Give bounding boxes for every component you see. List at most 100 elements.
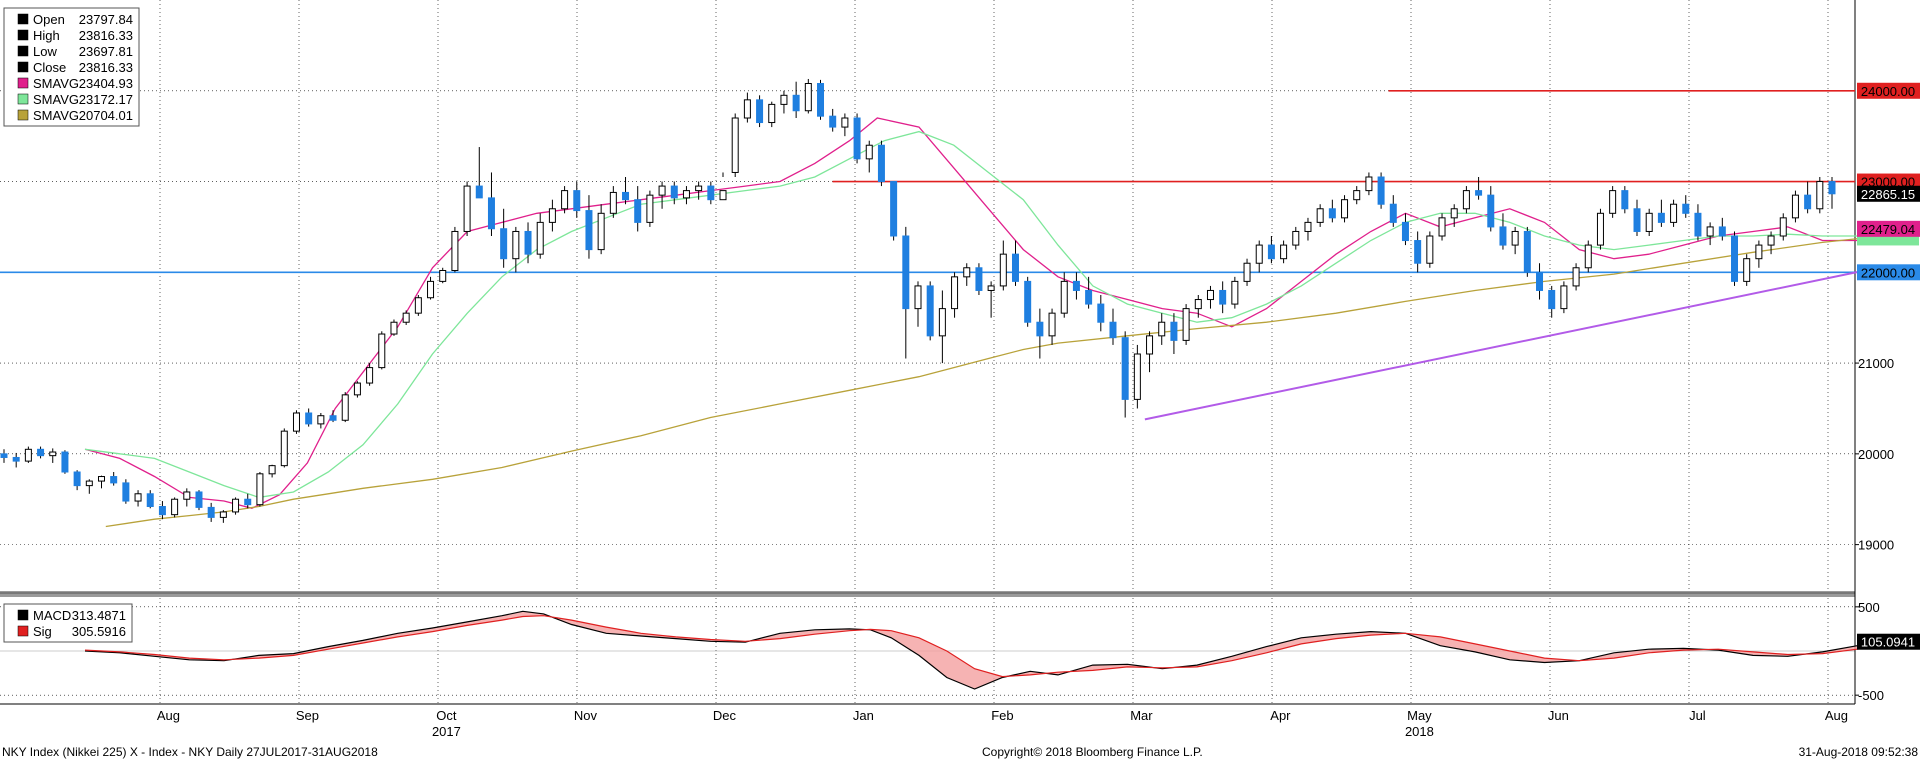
candle-body bbox=[1365, 176, 1373, 192]
candle-body bbox=[1109, 321, 1117, 339]
candle-body bbox=[1670, 203, 1678, 223]
candle-body bbox=[1767, 235, 1775, 246]
candle-body bbox=[756, 99, 764, 124]
candle-body bbox=[622, 191, 630, 201]
candle-body bbox=[817, 83, 825, 117]
x-month-label: Nov bbox=[574, 708, 598, 723]
candle-body bbox=[646, 194, 654, 223]
candle-body bbox=[1011, 253, 1019, 282]
candle-body bbox=[0, 453, 8, 458]
candle-body bbox=[1755, 244, 1763, 260]
macd-price-tag-text: 105.0941 bbox=[1861, 635, 1915, 650]
candle-body bbox=[938, 308, 946, 337]
legend-value: 20704.01 bbox=[79, 108, 133, 123]
candle-body bbox=[366, 367, 374, 384]
x-month-label: Jan bbox=[853, 708, 874, 723]
candle-body bbox=[341, 394, 349, 421]
macd-line bbox=[84, 610, 1879, 690]
candle-body bbox=[1499, 226, 1507, 246]
candle-body bbox=[536, 221, 544, 255]
legend-value: 23816.33 bbox=[79, 60, 133, 75]
candle-body bbox=[1645, 212, 1653, 232]
price-tag-text: 22479.04 bbox=[1861, 222, 1915, 237]
price-tag-text: 22865.15 bbox=[1861, 187, 1915, 202]
candle-body bbox=[1036, 321, 1044, 337]
candle-body bbox=[573, 190, 581, 212]
candle-body bbox=[378, 333, 386, 369]
candle-body bbox=[122, 482, 130, 502]
candle-body bbox=[1548, 289, 1556, 310]
candle-body bbox=[634, 199, 642, 223]
candle-body bbox=[158, 505, 166, 516]
x-month-label: Aug bbox=[1825, 708, 1848, 723]
candle-body bbox=[1024, 280, 1032, 323]
candle-body bbox=[37, 448, 45, 457]
candle-body bbox=[219, 511, 227, 518]
x-month-label: Jul bbox=[1689, 708, 1706, 723]
candle-body bbox=[670, 185, 678, 199]
macd-tick-label: 500 bbox=[1858, 600, 1880, 615]
candle-body bbox=[268, 465, 276, 475]
price-tag bbox=[1857, 264, 1920, 281]
candle-body bbox=[1450, 208, 1458, 219]
candle-body bbox=[1377, 176, 1385, 205]
candle-body bbox=[963, 267, 971, 278]
candle-body bbox=[1085, 289, 1093, 305]
candle-body bbox=[61, 451, 69, 473]
candle-body bbox=[292, 412, 300, 432]
legend-swatch bbox=[17, 13, 29, 25]
candle-body bbox=[1657, 212, 1665, 223]
candle-body bbox=[890, 181, 898, 237]
candle-body bbox=[24, 448, 32, 462]
legend-label: High bbox=[33, 28, 60, 43]
legend-swatch bbox=[17, 45, 29, 57]
legend-label: SMAVG bbox=[33, 108, 79, 123]
y-tick-label: 20000 bbox=[1858, 447, 1894, 462]
candle-body bbox=[427, 280, 435, 299]
candle-body bbox=[1816, 181, 1824, 210]
macd-price-tag bbox=[1857, 633, 1920, 650]
candle-body bbox=[1194, 299, 1202, 310]
moving-average-line bbox=[84, 130, 1879, 499]
candle-body bbox=[1121, 337, 1129, 400]
candle-body bbox=[402, 312, 410, 323]
candle-body bbox=[512, 230, 520, 260]
legend-value: 305.5916 bbox=[72, 624, 126, 639]
candle-body bbox=[682, 190, 690, 199]
candle-body bbox=[1560, 285, 1568, 310]
candle-body bbox=[1267, 244, 1275, 260]
candle-body bbox=[1316, 208, 1324, 223]
candle-body bbox=[1182, 308, 1190, 341]
candle-body bbox=[1048, 312, 1056, 337]
candle-body bbox=[1694, 212, 1702, 237]
x-year-label: 2017 bbox=[432, 724, 461, 739]
candle-body bbox=[500, 228, 508, 260]
candle-body bbox=[317, 415, 325, 425]
candle-body bbox=[658, 185, 666, 196]
candle-body bbox=[1731, 235, 1739, 282]
macd-tick-label: -500 bbox=[1858, 688, 1884, 703]
candle-body bbox=[524, 230, 532, 255]
footer-center: Copyright© 2018 Bloomberg Finance L.P. bbox=[982, 745, 1203, 759]
candle-body bbox=[987, 285, 995, 291]
candle-body bbox=[1828, 181, 1836, 195]
candle-body bbox=[695, 185, 703, 192]
candle-body bbox=[329, 415, 337, 421]
candle-body bbox=[561, 190, 569, 210]
x-month-label: Jun bbox=[1548, 708, 1569, 723]
candle-body bbox=[73, 471, 81, 487]
candle-body bbox=[780, 94, 788, 105]
candle-body bbox=[1791, 194, 1799, 219]
candle-body bbox=[110, 476, 118, 484]
candle-body bbox=[1511, 230, 1519, 246]
legend-value: 23816.33 bbox=[79, 28, 133, 43]
legend-label: SMAVG bbox=[33, 76, 79, 91]
candle-body bbox=[1219, 289, 1227, 305]
candle-body bbox=[1633, 208, 1641, 232]
candle-body bbox=[256, 473, 264, 506]
legend-value: 23697.81 bbox=[79, 44, 133, 59]
candle-body bbox=[85, 480, 93, 487]
y-tick-label: 21000 bbox=[1858, 356, 1894, 371]
candle-body bbox=[1231, 280, 1239, 305]
candle-body bbox=[719, 190, 727, 201]
